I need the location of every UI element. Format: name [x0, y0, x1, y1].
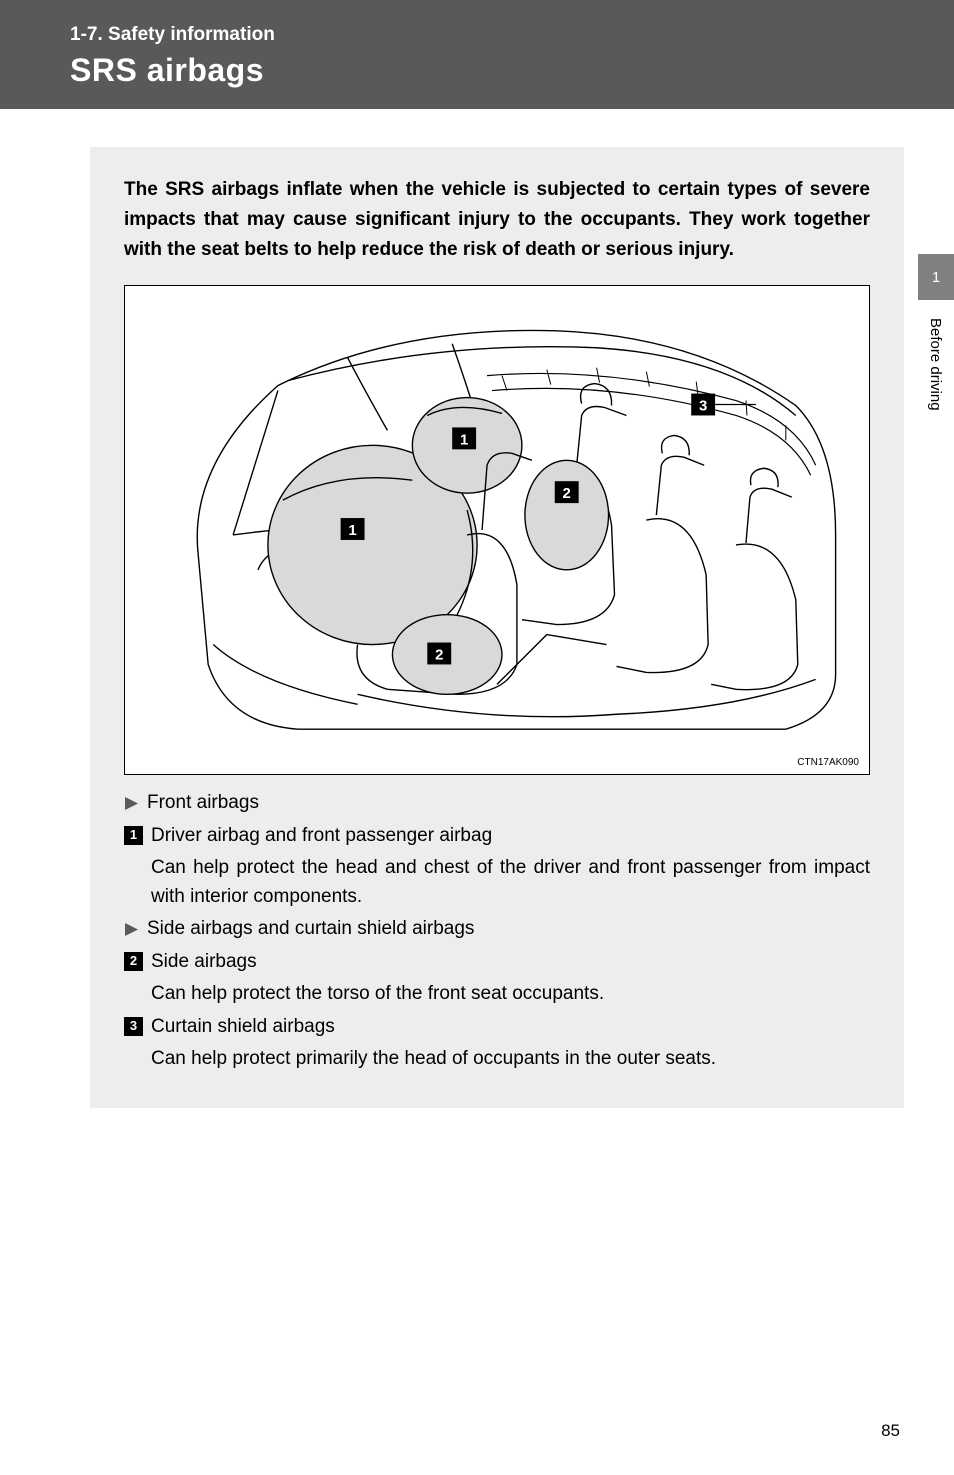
item-desc: Can help protect the torso of the front …	[151, 980, 870, 1009]
item-desc: Can help protect primarily the head of o…	[151, 1045, 870, 1074]
page-title: SRS airbags	[70, 52, 954, 89]
body-text: Front airbags 1 Driver airbag and front …	[124, 789, 870, 1074]
num-badge: 1	[124, 826, 143, 845]
item-row: 2 Side airbags	[124, 948, 870, 977]
item-desc: Can help protect the head and chest of t…	[151, 854, 870, 911]
item-title: Side airbags	[151, 948, 257, 977]
item-row: 1 Driver airbag and front passenger airb…	[124, 822, 870, 851]
num-badge: 2	[124, 952, 143, 971]
content-box: The SRS airbags inflate when the vehicle…	[90, 147, 904, 1108]
svg-text:3: 3	[699, 398, 707, 415]
svg-text:1: 1	[460, 431, 468, 448]
item-title: Driver airbag and front passenger airbag	[151, 822, 492, 851]
section-label: 1-7. Safety information	[70, 24, 954, 46]
figure-code: CTN17AK090	[797, 757, 859, 768]
group-heading: Front airbags	[147, 789, 259, 818]
svg-text:2: 2	[563, 485, 571, 502]
group-heading-row: Front airbags	[124, 789, 870, 818]
page-number: 85	[881, 1421, 900, 1441]
item-title: Curtain shield airbags	[151, 1013, 335, 1042]
group-heading-row: Side airbags and curtain shield airbags	[124, 915, 870, 944]
intro-text: The SRS airbags inflate when the vehicle…	[124, 175, 870, 265]
triangle-right-icon	[124, 922, 139, 937]
airbag-figure: 1 1 2 2 3 CTN17AK090	[124, 285, 870, 775]
chapter-label: Before driving	[927, 318, 944, 411]
svg-text:1: 1	[348, 522, 356, 539]
svg-text:2: 2	[435, 647, 443, 664]
num-badge: 3	[124, 1017, 143, 1036]
group-heading: Side airbags and curtain shield airbags	[147, 915, 474, 944]
item-row: 3 Curtain shield airbags	[124, 1013, 870, 1042]
header-band: 1-7. Safety information SRS airbags	[0, 0, 954, 109]
chapter-tab: 1	[918, 254, 954, 300]
airbag-illustration: 1 1 2 2 3	[125, 286, 869, 774]
triangle-right-icon	[124, 796, 139, 811]
